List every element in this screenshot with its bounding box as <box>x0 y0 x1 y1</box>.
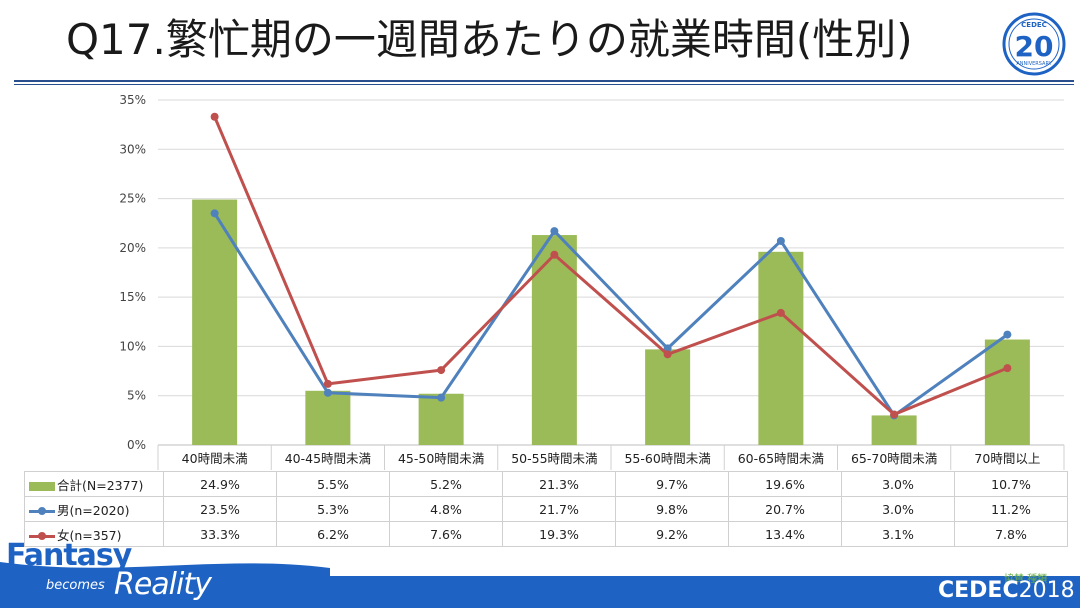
table-cell: 20.7% <box>728 496 842 522</box>
footer-wave <box>0 562 330 576</box>
logo-sub: ANNIVERSARY <box>1016 61 1052 67</box>
cedec-20th-anniversary-logo: CEDEC 20 ANNIVERSARY <box>1002 12 1066 76</box>
table-cell: 7.8% <box>954 521 1068 547</box>
category-label: 40時間未満 <box>182 451 248 466</box>
y-tick-label: 0% <box>127 438 146 452</box>
y-tick-label: 5% <box>127 389 146 403</box>
series-point <box>1003 330 1012 339</box>
data-table: 合計(N=2377) 24.9% 5.5% 5.2% 21.3% 9.7% 19.6% 3.0… <box>24 471 1068 547</box>
series-line <box>213 116 1008 416</box>
table-cell: 5.2% <box>389 471 503 497</box>
chart: 0% 5% 10% 15% 20% 25% 30% 35% 40時間未満 40-45時間未満 45… <box>119 93 1065 470</box>
legend-line-swatch <box>29 531 55 541</box>
logo-number: 20 <box>1015 30 1054 63</box>
table-cell: 3.0% <box>841 496 955 522</box>
category-label: 45-50時間未満 <box>398 451 484 466</box>
series-point <box>663 350 672 359</box>
bar <box>645 349 691 445</box>
title-underline-thin <box>14 84 1074 85</box>
series-point <box>890 410 899 419</box>
series-point <box>323 388 332 397</box>
table-cell: 23.5% <box>163 496 277 522</box>
series-point <box>776 308 785 317</box>
series-name: 男(n=2020) <box>57 502 130 518</box>
series-point <box>323 379 332 388</box>
series-legend-cell: 男(n=2020) <box>24 496 164 522</box>
series-point <box>437 393 446 402</box>
sponsor-badge: 協賛 種類 <box>1004 574 1048 585</box>
series-point <box>663 344 672 353</box>
table-cell: 5.3% <box>276 496 390 522</box>
bar <box>192 199 238 445</box>
footer-brand: CEDEC <box>938 578 1019 603</box>
tagline-becomes: becomes <box>46 578 105 593</box>
bar <box>418 393 464 445</box>
table-row: 女(n=357) 33.3% 6.2% 7.6% 19.3% 9.2% 13.4% 3.1% 7… <box>24 521 1068 547</box>
table-cell: 9.8% <box>615 496 729 522</box>
footer-year: 2018 <box>1018 578 1075 603</box>
category-label: 60-65時間未満 <box>738 451 824 466</box>
table-row: 合計(N=2377) 24.9% 5.5% 5.2% 21.3% 9.7% 19.6% 3.0… <box>24 471 1068 497</box>
category-label: 70時間以上 <box>974 451 1040 466</box>
table-cell: 3.1% <box>841 521 955 547</box>
legend-bar-swatch <box>29 481 55 491</box>
series-point <box>210 112 219 121</box>
table-cell: 11.2% <box>954 496 1068 522</box>
table-cell: 3.0% <box>841 471 955 497</box>
tagline-reality: Reality <box>114 567 212 602</box>
footer-bar <box>0 576 1080 608</box>
series-point <box>437 366 446 375</box>
bar <box>984 339 1030 445</box>
lines <box>210 112 1012 420</box>
tagline-fantasy: Fantasy <box>6 538 132 573</box>
y-tick-label: 25% <box>119 192 146 206</box>
table-cell: 19.6% <box>728 471 842 497</box>
table-cell: 10.7% <box>954 471 1068 497</box>
table-cell: 19.3% <box>502 521 616 547</box>
series-name: 合計(N=2377) <box>57 477 144 493</box>
gridlines <box>157 99 1065 470</box>
table-cell: 6.2% <box>276 521 390 547</box>
bar <box>531 235 577 445</box>
table-cell: 21.3% <box>502 471 616 497</box>
table-cell: 5.5% <box>276 471 390 497</box>
y-tick-label: 30% <box>119 142 146 156</box>
y-tick-label: 10% <box>119 339 146 353</box>
title-underline <box>14 80 1074 82</box>
slide-title: Q17.繁忙期の一週間あたりの就業時間(性別) <box>66 15 913 64</box>
series-legend-cell: 女(n=357) <box>24 521 164 547</box>
y-tick-label: 20% <box>119 241 146 255</box>
y-tick-label: 35% <box>119 93 146 107</box>
table-cell: 9.2% <box>615 521 729 547</box>
table-cell: 9.7% <box>615 471 729 497</box>
category-label: 55-60時間未満 <box>624 451 710 466</box>
bar <box>871 415 917 445</box>
series-point <box>1003 364 1012 373</box>
series-point <box>776 236 785 245</box>
bar <box>305 390 351 445</box>
series-point <box>550 227 559 236</box>
category-label: 40-45時間未満 <box>285 451 371 466</box>
table-cell: 21.7% <box>502 496 616 522</box>
table-cell: 24.9% <box>163 471 277 497</box>
bar <box>758 251 804 445</box>
table-cell: 33.3% <box>163 521 277 547</box>
series-legend-cell: 合計(N=2377) <box>24 471 164 497</box>
table-cell: 13.4% <box>728 521 842 547</box>
logo-brand: CEDEC <box>1021 21 1047 29</box>
y-tick-label: 15% <box>119 290 146 304</box>
table-cell: 4.8% <box>389 496 503 522</box>
cedec-2018-logo: CEDEC2018 <box>938 578 1075 603</box>
category-labels: 40時間未満 40-45時間未満 45-50時間未満 50-55時間未満 55-60時間… <box>182 451 1041 466</box>
category-label: 50-55時間未満 <box>511 451 597 466</box>
table-row: 男(n=2020) 23.5% 5.3% 4.8% 21.7% 9.8% 20.7% 3.0%… <box>24 496 1068 522</box>
series-point <box>210 209 219 218</box>
legend-line-swatch <box>29 506 55 516</box>
series-name: 女(n=357) <box>57 527 122 543</box>
series-line <box>213 212 1009 417</box>
table-cell: 7.6% <box>389 521 503 547</box>
y-axis-ticks: 0% 5% 10% 15% 20% 25% 30% 35% <box>119 93 146 452</box>
category-label: 65-70時間未満 <box>851 451 937 466</box>
series-point <box>550 250 559 259</box>
